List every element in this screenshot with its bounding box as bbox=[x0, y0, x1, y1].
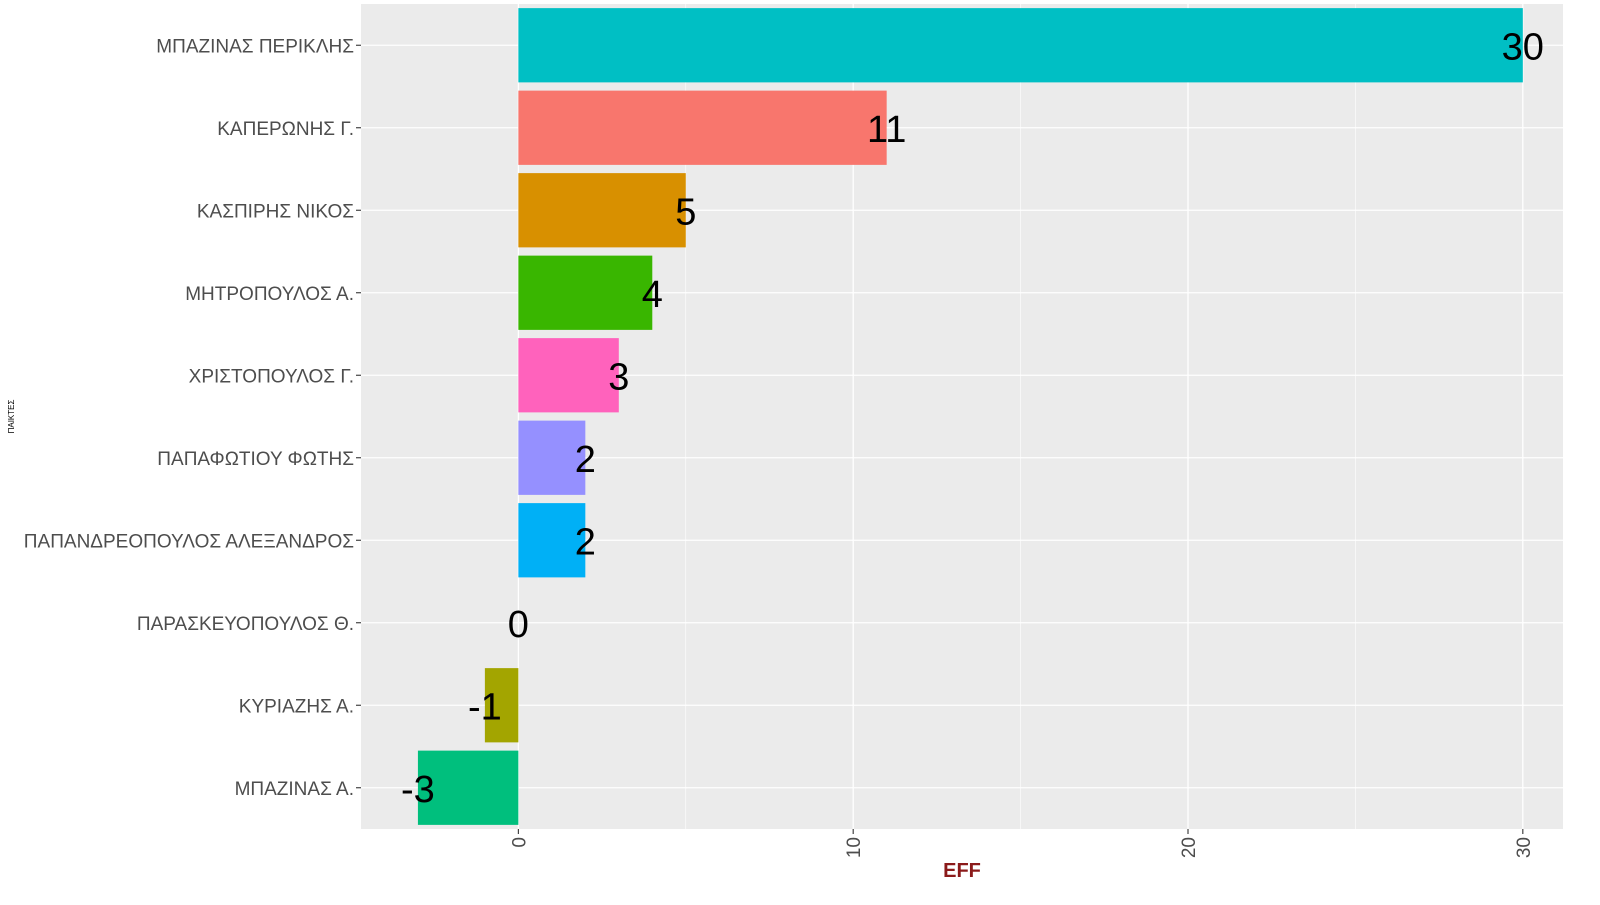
x-axis-ticks: 0 10 20 30 bbox=[509, 829, 1535, 858]
data-label: 5 bbox=[675, 191, 696, 233]
data-label: 2 bbox=[575, 521, 596, 563]
bar bbox=[484, 668, 519, 743]
data-label: 0 bbox=[508, 604, 529, 646]
bar bbox=[518, 255, 653, 330]
y-tick-label: ΠΑΠΑΝΔΡΕΟΠΟΥΛΟΣ ΑΛΕΞΑΝΔΡΟΣ bbox=[24, 531, 354, 552]
bar bbox=[518, 503, 586, 578]
x-tick-label: 0 bbox=[509, 837, 530, 848]
x-tick-label: 20 bbox=[1179, 837, 1200, 858]
data-label: -3 bbox=[401, 769, 435, 811]
y-axis-title: ΠΑΙΚΤΕΣ bbox=[7, 400, 16, 434]
data-label: 4 bbox=[642, 274, 663, 316]
bar bbox=[518, 420, 586, 495]
x-axis-title: EFF bbox=[943, 860, 981, 882]
y-axis-ticks: ΜΠΑΖΙΝΑΣ ΠΕΡΙΚΛΗΣ ΚΑΠΕΡΩΝΗΣ Γ. ΚΑΣΠΙΡΗΣ ΝΙ… bbox=[24, 36, 361, 800]
bar bbox=[417, 750, 519, 825]
y-tick-label: ΠΑΡΑΣΚΕΥΟΠΟΥΛΟΣ Θ. bbox=[137, 614, 354, 635]
y-tick-label: ΚΑΣΠΙΡΗΣ ΝΙΚΟΣ bbox=[197, 201, 354, 222]
y-tick-label: ΧΡΙΣΤΟΠΟΥΛΟΣ Γ. bbox=[189, 366, 354, 387]
y-tick-label: ΜΠΑΖΙΝΑΣ Α. bbox=[235, 779, 354, 800]
bar bbox=[518, 173, 686, 248]
data-label: -1 bbox=[468, 686, 502, 728]
bar bbox=[518, 338, 619, 413]
y-tick-label: ΜΠΑΖΙΝΑΣ ΠΕΡΙΚΛΗΣ bbox=[156, 36, 354, 57]
x-tick-label: 30 bbox=[1514, 837, 1535, 858]
data-label: 11 bbox=[867, 109, 906, 151]
bars bbox=[417, 8, 1523, 825]
x-tick-label: 10 bbox=[844, 837, 865, 858]
data-label: 3 bbox=[608, 356, 629, 398]
bar bbox=[518, 8, 1523, 83]
y-tick-label: ΜΗΤΡΟΠΟΥΛΟΣ Α. bbox=[185, 284, 354, 305]
data-label: 30 bbox=[1502, 26, 1544, 68]
bar bbox=[518, 90, 887, 165]
y-tick-label: ΠΑΠΑΦΩΤΙΟΥ ΦΩΤΗΣ bbox=[157, 449, 354, 470]
y-tick-label: ΚΑΠΕΡΩΝΗΣ Γ. bbox=[217, 119, 354, 140]
y-tick-label: ΚΥΡΙΑΖΗΣ Α. bbox=[239, 696, 354, 717]
data-label: 2 bbox=[575, 439, 596, 481]
